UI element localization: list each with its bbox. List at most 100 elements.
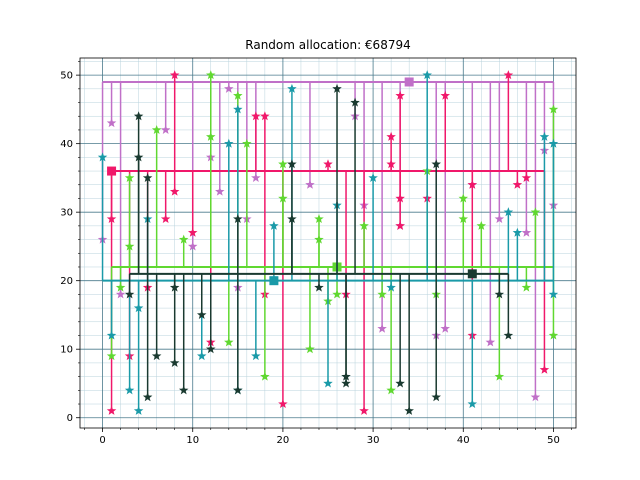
data-point [314, 214, 324, 224]
data-point [124, 241, 135, 251]
hub-marker [404, 77, 414, 87]
data-point [169, 282, 180, 292]
data-point [287, 83, 297, 93]
data-point [133, 405, 144, 415]
x-tick-label: 30 [367, 435, 380, 446]
hub-marker [467, 269, 477, 279]
data-point [287, 159, 297, 169]
data-point [151, 124, 162, 134]
data-point [242, 138, 252, 148]
data-point [539, 364, 550, 374]
data-point [359, 220, 369, 230]
data-point [187, 227, 198, 237]
data-point [404, 405, 414, 415]
data-point [476, 220, 487, 230]
data-point [512, 179, 523, 189]
data-point [278, 159, 288, 169]
data-point [332, 83, 342, 93]
data-point [440, 323, 450, 333]
data-point [206, 131, 216, 141]
data-point [151, 351, 162, 361]
data-point [494, 289, 505, 299]
x-tick-label: 10 [186, 435, 199, 446]
data-point [115, 282, 126, 292]
data-point [377, 289, 387, 299]
data-point [106, 118, 117, 128]
data-point [548, 289, 559, 299]
data-point [530, 392, 541, 402]
data-point [269, 220, 279, 230]
data-point [503, 330, 514, 340]
data-point [115, 289, 126, 299]
x-tick-label: 0 [99, 435, 105, 446]
data-point [386, 131, 396, 141]
data-point [431, 159, 441, 169]
data-point [196, 351, 207, 361]
data-point [458, 214, 469, 224]
data-point [548, 330, 559, 340]
data-point [305, 344, 315, 354]
data-point [494, 371, 505, 381]
data-point [178, 234, 189, 244]
data-point [512, 227, 523, 237]
data-point [169, 70, 180, 80]
data-point [395, 90, 405, 100]
data-point [133, 111, 144, 121]
data-point [224, 138, 234, 148]
data-point [260, 371, 270, 381]
data-point [287, 214, 297, 224]
data-point [548, 138, 559, 148]
data-point [458, 193, 469, 203]
data-point [97, 152, 108, 162]
data-point [503, 207, 514, 217]
y-tick-label: 40 [60, 139, 73, 150]
data-point [106, 330, 117, 340]
data-point [233, 104, 243, 114]
data-point [233, 214, 243, 224]
data-point [251, 111, 261, 121]
data-point [215, 186, 225, 196]
data-point [196, 309, 207, 319]
data-point [386, 282, 396, 292]
data-point [422, 70, 432, 80]
data-point [314, 282, 324, 292]
data-point [440, 90, 450, 100]
data-point [467, 179, 478, 189]
plot-area [97, 70, 559, 415]
hub-marker [269, 276, 279, 286]
data-point [503, 70, 514, 80]
chart-title: Random allocation: €68794 [245, 38, 410, 52]
data-point [548, 104, 559, 114]
y-tick-label: 20 [60, 276, 73, 287]
x-tick-label: 40 [457, 435, 470, 446]
data-point [233, 385, 243, 395]
data-point [332, 289, 342, 299]
series-3 [97, 70, 559, 415]
data-point [368, 172, 378, 182]
y-tick-label: 0 [67, 413, 73, 424]
data-point [521, 172, 532, 182]
data-point [224, 83, 234, 93]
y-tick-label: 10 [60, 345, 73, 356]
data-point [431, 392, 441, 402]
data-point [124, 172, 135, 182]
data-point [169, 186, 180, 196]
data-point [314, 234, 324, 244]
data-point [160, 124, 171, 134]
data-point [251, 351, 261, 361]
data-point [233, 90, 243, 100]
x-tick-label: 50 [547, 435, 560, 446]
data-point [260, 111, 270, 121]
data-point [206, 344, 216, 354]
data-point [386, 159, 396, 169]
data-point [521, 282, 532, 292]
y-tick-label: 30 [60, 208, 73, 219]
data-point [278, 193, 288, 203]
data-point [395, 378, 405, 388]
hub-marker [107, 166, 117, 176]
data-point [539, 131, 550, 141]
data-point [106, 351, 117, 361]
data-point [530, 207, 541, 217]
data-point [395, 193, 405, 203]
